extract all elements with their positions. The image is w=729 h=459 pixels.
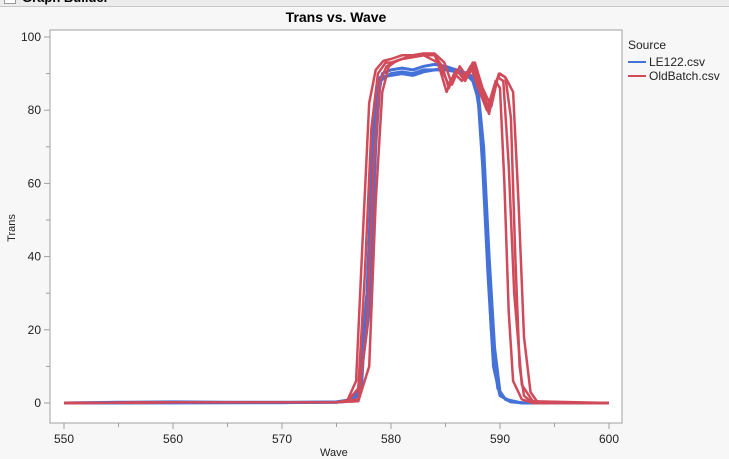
series-curve [63, 54, 609, 405]
y-tick-label: 20 [28, 323, 42, 337]
legend-item-le122[interactable]: LE122.csv [628, 55, 720, 69]
x-tick-label: 590 [490, 432, 510, 446]
plot-frame [49, 29, 623, 424]
y-tick-label: 80 [28, 103, 42, 117]
y-tick-label: 40 [28, 250, 42, 264]
legend: Source LE122.csv OldBatch.csv [628, 38, 720, 83]
x-tick-label: 600 [599, 432, 619, 446]
y-axis-label: Trans [5, 214, 18, 242]
window-header-label: Graph Builder [22, 0, 109, 5]
y-tick-label: 100 [21, 30, 41, 44]
x-axis: 550 560 570 580 590 600 [54, 423, 619, 446]
x-tick-label: 580 [381, 432, 401, 446]
data-curves [63, 52, 610, 405]
legend-swatch-icon [628, 61, 646, 63]
chart-title: Trans vs. Wave [285, 9, 387, 25]
legend-label: OldBatch.csv [649, 69, 720, 83]
x-tick-label: 570 [272, 432, 292, 446]
x-axis-label: Wave [320, 447, 348, 459]
legend-item-oldbatch[interactable]: OldBatch.csv [628, 69, 720, 83]
y-axis: 0 20 40 60 80 100 [21, 30, 50, 410]
series-curve [63, 52, 609, 405]
legend-label: LE122.csv [649, 55, 706, 69]
series-curve [63, 52, 610, 405]
y-tick-label: 0 [34, 396, 41, 410]
x-tick-label: 550 [54, 432, 74, 446]
y-tick-label: 60 [28, 176, 42, 190]
legend-swatch-icon [628, 75, 646, 77]
window-header: Graph Builder [0, 0, 729, 7]
x-tick-label: 560 [163, 432, 183, 446]
legend-title: Source [628, 38, 667, 52]
disclosure-icon[interactable] [4, 0, 16, 4]
